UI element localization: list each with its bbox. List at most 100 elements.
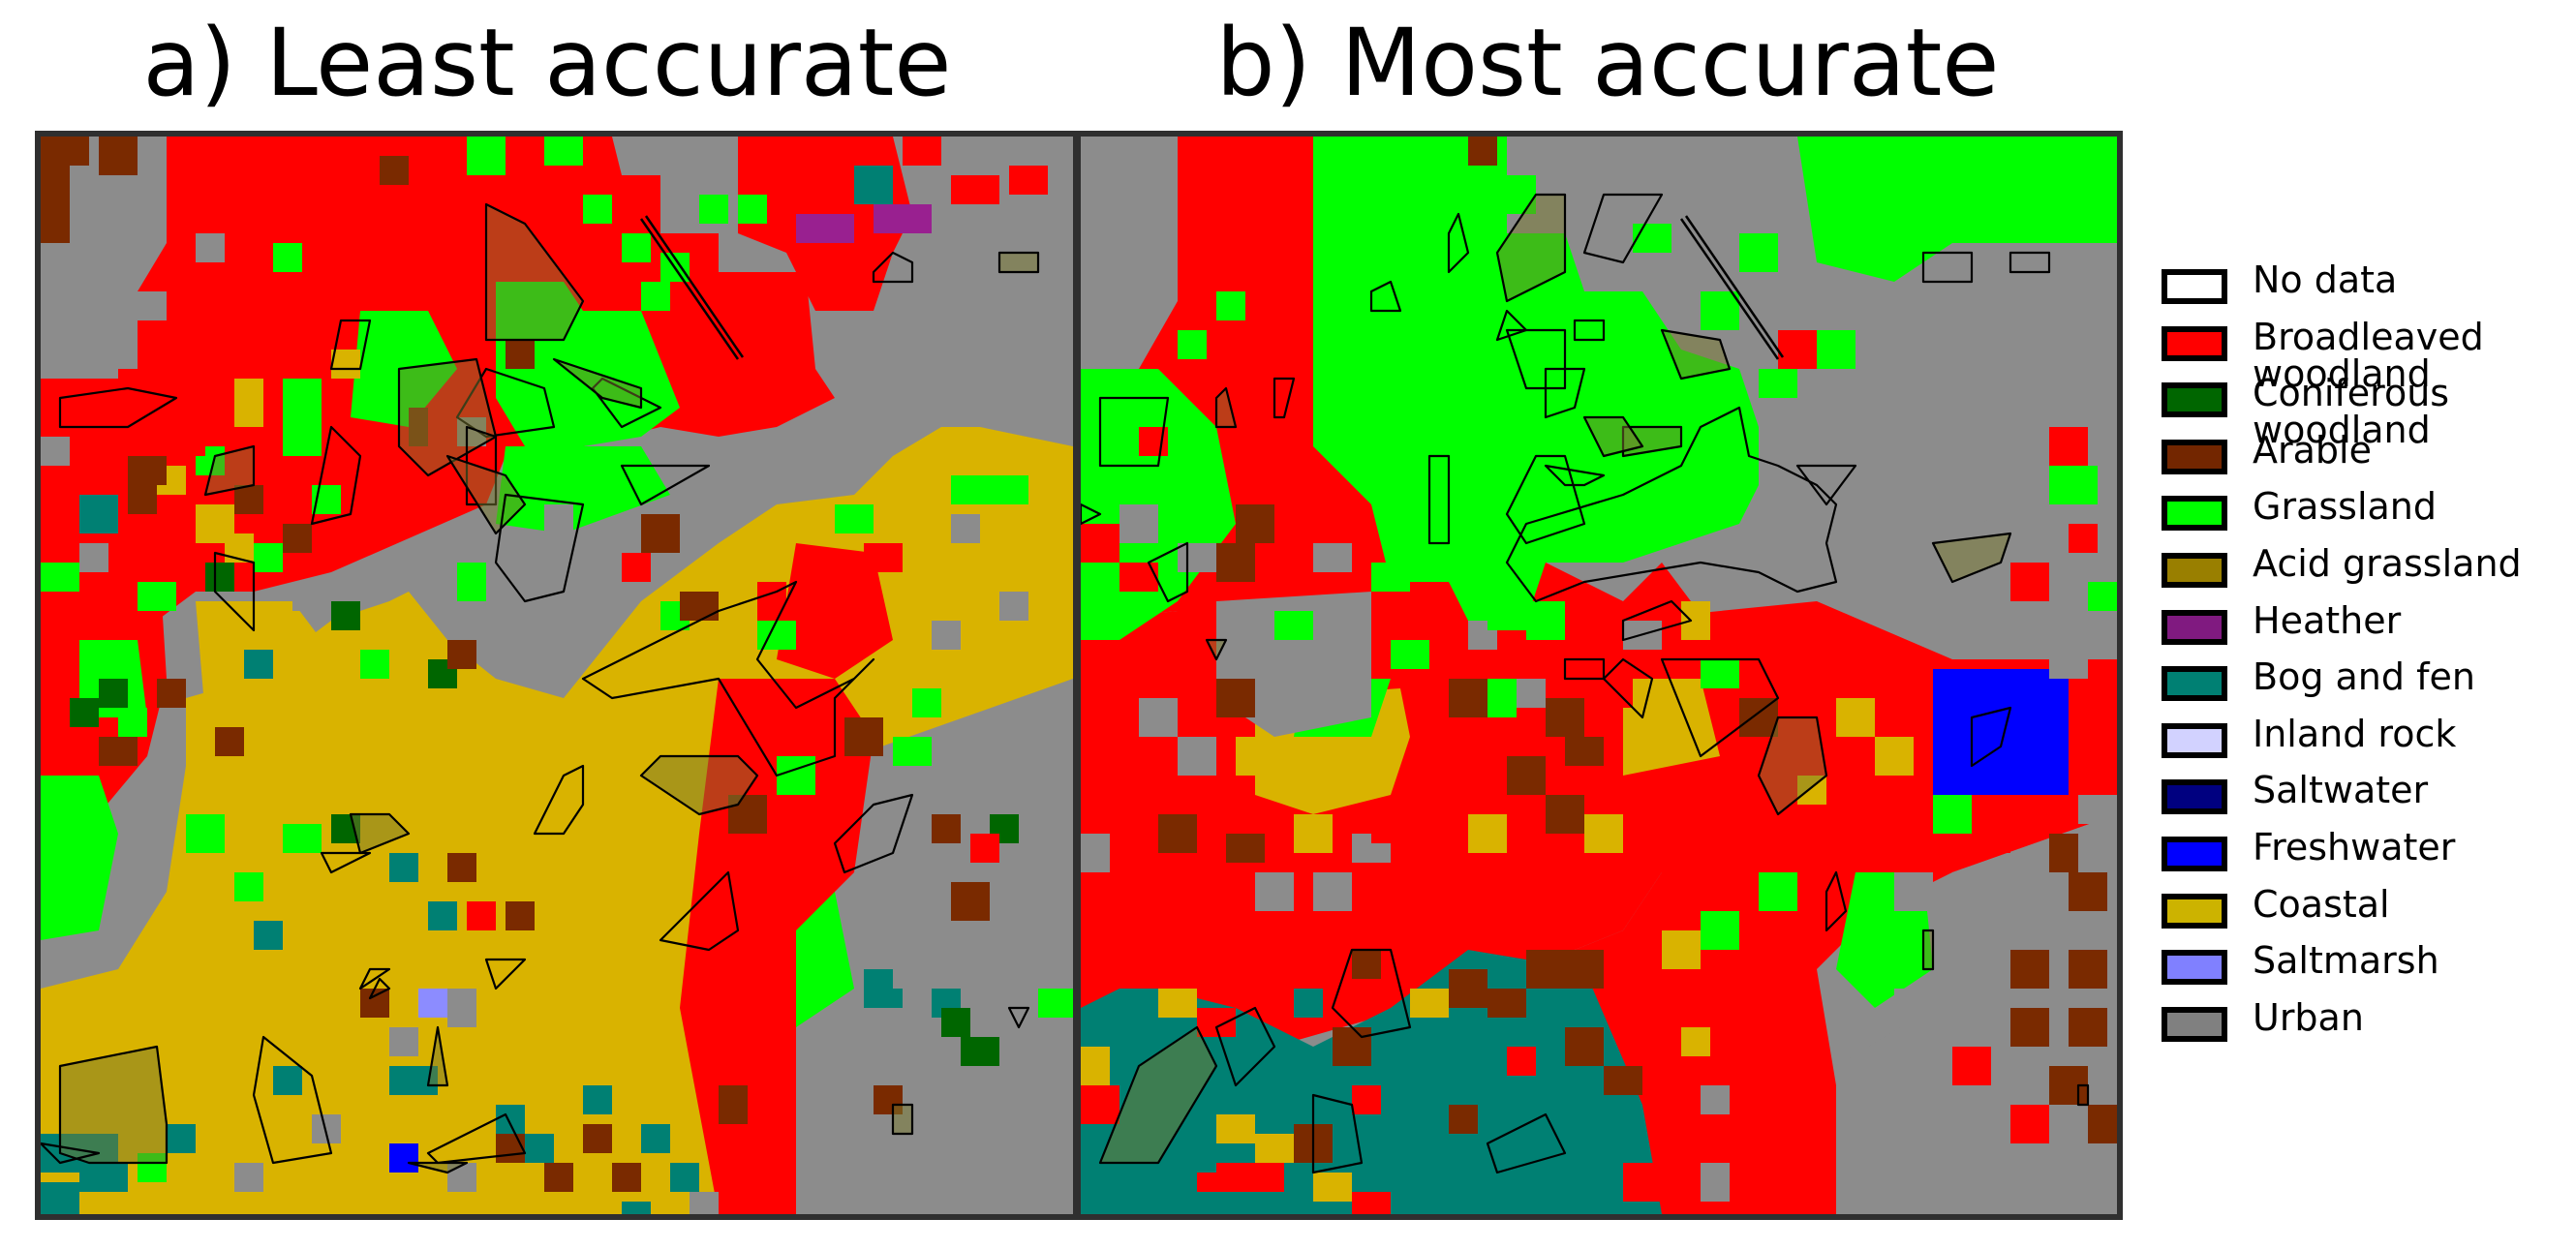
land-cover-pixel bbox=[360, 650, 389, 679]
land-cover-pixel bbox=[680, 592, 719, 621]
land-cover-pixel bbox=[506, 340, 535, 369]
land-cover-pixel bbox=[1759, 1143, 1797, 1182]
land-cover-pixel bbox=[932, 814, 961, 843]
legend-item: Arable bbox=[2158, 432, 2564, 489]
land-cover-pixel bbox=[389, 1027, 418, 1056]
land-cover-pixel bbox=[1604, 1066, 1642, 1095]
validation-polygon bbox=[1970, 706, 2012, 768]
validation-polygon bbox=[368, 977, 391, 1000]
land-cover-pixel bbox=[1507, 1047, 1536, 1076]
land-cover-pixel bbox=[641, 1124, 670, 1153]
land-cover-pixel bbox=[41, 166, 70, 243]
land-cover-pixel bbox=[1584, 814, 1623, 853]
validation-polygon bbox=[1007, 1006, 1030, 1029]
land-cover-pixel bbox=[951, 475, 990, 504]
land-cover-pixel bbox=[1817, 330, 1855, 369]
legend-label: Arable bbox=[2253, 428, 2372, 472]
land-cover-pixel bbox=[1371, 872, 1410, 911]
land-cover-pixel bbox=[1565, 950, 1604, 989]
land-cover-pixel bbox=[99, 737, 138, 766]
land-cover-pixel bbox=[506, 901, 535, 930]
land-cover-pixel bbox=[1739, 233, 1778, 272]
land-cover-pixel bbox=[1468, 137, 1497, 166]
land-cover-pixel bbox=[1100, 776, 1139, 814]
validation-polygon bbox=[1573, 319, 1606, 342]
validation-polygon bbox=[1582, 415, 1644, 458]
legend-item: Saltwater bbox=[2158, 772, 2564, 829]
land-cover-pixel bbox=[1546, 698, 1584, 737]
land-cover-pixel bbox=[157, 679, 186, 708]
legend-swatch bbox=[2162, 779, 2227, 815]
land-cover-pixel bbox=[186, 814, 225, 853]
land-cover-pixel bbox=[1371, 563, 1410, 592]
land-cover-pixel bbox=[699, 195, 728, 224]
validation-polygon bbox=[1602, 657, 1654, 719]
land-cover-pixel bbox=[1216, 291, 1245, 320]
land-cover-pixel bbox=[457, 563, 486, 601]
land-cover-pixel bbox=[99, 1163, 128, 1192]
land-cover-pixel bbox=[1526, 601, 1565, 640]
land-cover-pixel bbox=[467, 137, 506, 175]
validation-polygon bbox=[1544, 464, 1606, 487]
validation-polygon bbox=[1921, 929, 1935, 971]
land-cover-pixel bbox=[777, 756, 815, 795]
land-cover-pixel bbox=[1720, 872, 1759, 911]
land-cover-pixel bbox=[1197, 1008, 1236, 1037]
land-cover-pixel bbox=[215, 727, 244, 756]
legend-label: Coastal bbox=[2253, 882, 2390, 926]
grassland-area bbox=[496, 446, 670, 533]
land-cover-pixel bbox=[2049, 427, 2088, 466]
land-cover-pixel bbox=[292, 291, 322, 320]
legend-item: Bog and fen bbox=[2158, 658, 2564, 716]
land-cover-pixel bbox=[2069, 524, 2098, 553]
land-cover-pixel bbox=[1449, 969, 1487, 1008]
legend-swatch bbox=[2162, 325, 2227, 361]
legend-label: Freshwater bbox=[2253, 825, 2456, 868]
map-panel-most-accurate bbox=[1075, 131, 2123, 1220]
land-cover-pixel bbox=[1294, 814, 1333, 853]
land-cover-pixel bbox=[941, 1008, 970, 1037]
validation-polygon bbox=[891, 1103, 914, 1136]
validation-polygon bbox=[552, 357, 643, 410]
land-cover-pixel bbox=[41, 137, 89, 166]
validation-polygon bbox=[484, 202, 585, 342]
land-cover-pixel bbox=[1933, 1085, 1972, 1124]
land-cover-pixel bbox=[1778, 330, 1817, 369]
legend-swatch bbox=[2162, 382, 2227, 418]
legend-item: Coastal bbox=[2158, 886, 2564, 943]
land-cover-pixel bbox=[690, 1192, 719, 1214]
urban-area bbox=[1817, 369, 2117, 543]
land-cover-pixel bbox=[2049, 834, 2078, 872]
land-cover-pixel bbox=[999, 592, 1028, 621]
land-cover-pixel bbox=[2010, 1105, 2049, 1143]
map-panel-least-accurate bbox=[35, 131, 1079, 1220]
land-cover-pixel bbox=[932, 621, 961, 650]
validation-polygon bbox=[445, 454, 527, 535]
land-cover-pixel bbox=[196, 233, 225, 262]
land-cover-pixel bbox=[1009, 166, 1048, 195]
land-cover-pixel bbox=[835, 504, 874, 533]
land-cover-pixel bbox=[951, 514, 980, 543]
land-cover-pixel bbox=[1371, 814, 1410, 843]
land-cover-pixel bbox=[641, 514, 680, 553]
legend-label: Heather bbox=[2253, 598, 2402, 642]
land-cover-pixel bbox=[2078, 679, 2117, 708]
land-cover-pixel bbox=[1759, 872, 1797, 911]
land-cover-pixel bbox=[757, 582, 786, 621]
land-cover-pixel bbox=[1178, 330, 1207, 359]
validation-polygon bbox=[2009, 251, 2051, 274]
land-cover-pixel bbox=[167, 1124, 196, 1153]
land-cover-pixel bbox=[1894, 872, 1933, 911]
validation-polygon bbox=[1369, 280, 1402, 313]
land-cover-pixel bbox=[1216, 543, 1255, 582]
land-cover-pixel bbox=[2049, 911, 2088, 950]
legend-label: Bog and fen bbox=[2253, 655, 2475, 699]
land-cover-pixel bbox=[292, 582, 322, 611]
land-cover-pixel bbox=[1449, 679, 1487, 717]
validation-polygon bbox=[1273, 377, 1296, 419]
land-cover-map-most-accurate bbox=[1081, 137, 2117, 1214]
land-cover-pixel bbox=[1759, 369, 1797, 398]
legend-item: Urban bbox=[2158, 999, 2564, 1056]
land-cover-pixel bbox=[244, 650, 273, 679]
land-cover-pixel bbox=[1546, 795, 1584, 834]
